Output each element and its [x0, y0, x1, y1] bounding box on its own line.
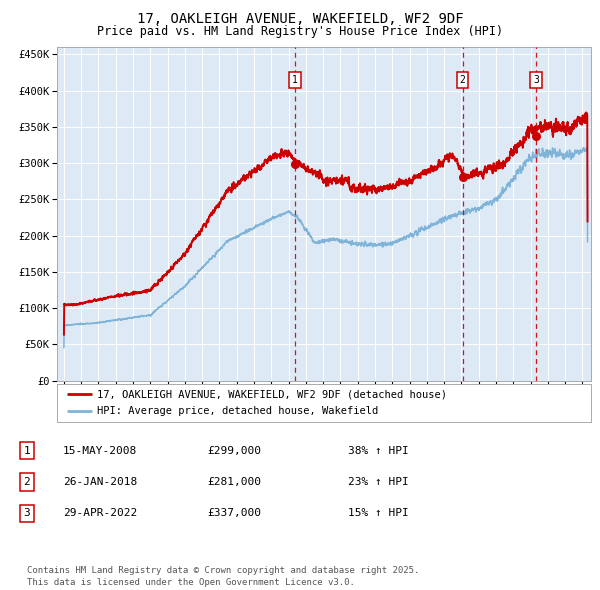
Text: Price paid vs. HM Land Registry's House Price Index (HPI): Price paid vs. HM Land Registry's House … [97, 25, 503, 38]
Text: 23% ↑ HPI: 23% ↑ HPI [348, 477, 409, 487]
Text: 2: 2 [23, 477, 31, 487]
Text: £337,000: £337,000 [207, 509, 261, 518]
Text: 15% ↑ HPI: 15% ↑ HPI [348, 509, 409, 518]
Text: Contains HM Land Registry data © Crown copyright and database right 2025.
This d: Contains HM Land Registry data © Crown c… [27, 566, 419, 587]
Text: 26-JAN-2018: 26-JAN-2018 [63, 477, 137, 487]
Text: 15-MAY-2008: 15-MAY-2008 [63, 446, 137, 455]
Text: 17, OAKLEIGH AVENUE, WAKEFIELD, WF2 9DF (detached house): 17, OAKLEIGH AVENUE, WAKEFIELD, WF2 9DF … [97, 389, 447, 399]
Text: 38% ↑ HPI: 38% ↑ HPI [348, 446, 409, 455]
Text: 17, OAKLEIGH AVENUE, WAKEFIELD, WF2 9DF: 17, OAKLEIGH AVENUE, WAKEFIELD, WF2 9DF [137, 12, 463, 26]
Text: 29-APR-2022: 29-APR-2022 [63, 509, 137, 518]
Text: 1: 1 [23, 446, 31, 455]
Text: 3: 3 [23, 509, 31, 518]
Text: £299,000: £299,000 [207, 446, 261, 455]
Text: £281,000: £281,000 [207, 477, 261, 487]
Text: 2: 2 [460, 75, 466, 85]
Text: 1: 1 [292, 75, 298, 85]
Text: HPI: Average price, detached house, Wakefield: HPI: Average price, detached house, Wake… [97, 407, 379, 417]
Text: 3: 3 [533, 75, 539, 85]
